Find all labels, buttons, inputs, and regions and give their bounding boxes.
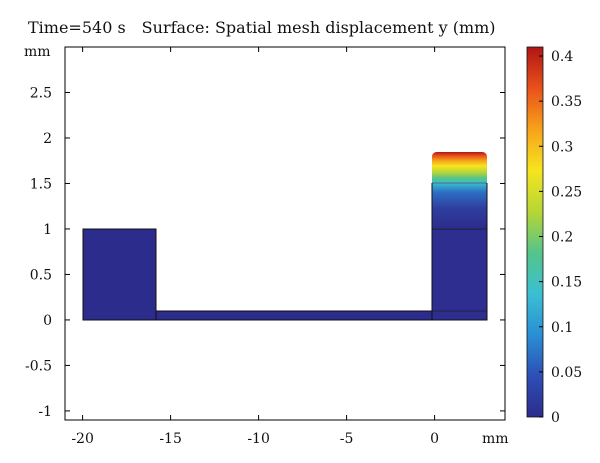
y-tick-label: 1 [43,222,52,238]
y-axis-unit: mm [24,44,51,60]
x-tick-label: -15 [159,431,182,447]
colorbar-tick-label: 0.4 [551,49,573,65]
y-tick-label: 2 [43,131,52,147]
x-tick-label: -10 [247,431,270,447]
left-block [82,228,157,321]
x-tick-label: 0 [430,431,439,447]
colorbar-tick-label: 0.25 [551,184,582,200]
y-tick-label: 1.5 [30,176,52,192]
y-tick-label: -1 [38,404,52,420]
colorbar-tick-label: 0.05 [551,365,582,381]
y-tick-label: 0 [43,313,52,329]
y-tick-label: 0.5 [30,267,52,283]
x-axis-unit: mm [482,431,509,447]
x-tick-label: -5 [340,431,354,447]
surface-label: Surface: Spatial mesh displacement y (mm… [141,18,496,37]
x-tick-label: -20 [71,431,94,447]
colorbar-tick-label: 0.3 [551,139,573,155]
right-column-mid [432,183,487,229]
colorbar-tick-label: 0.2 [551,230,573,246]
y-tick-label: -0.5 [25,358,52,374]
time-label: Time=540 s [28,18,126,37]
y-tick-label: 2.5 [30,85,52,101]
right-column-base [431,228,488,321]
bottom-strip [155,310,433,321]
colorbar-tick-label: 0.1 [551,320,573,336]
colorbar-tick-label: 0.35 [551,94,582,110]
chart-title: Time=540 s Surface: Spatial mesh displace… [28,18,512,37]
right-column-top [432,152,487,183]
colorbar [526,46,544,418]
colorbar-tick-label: 0.15 [551,275,582,291]
colorbar-tick-label: 0 [551,410,560,426]
